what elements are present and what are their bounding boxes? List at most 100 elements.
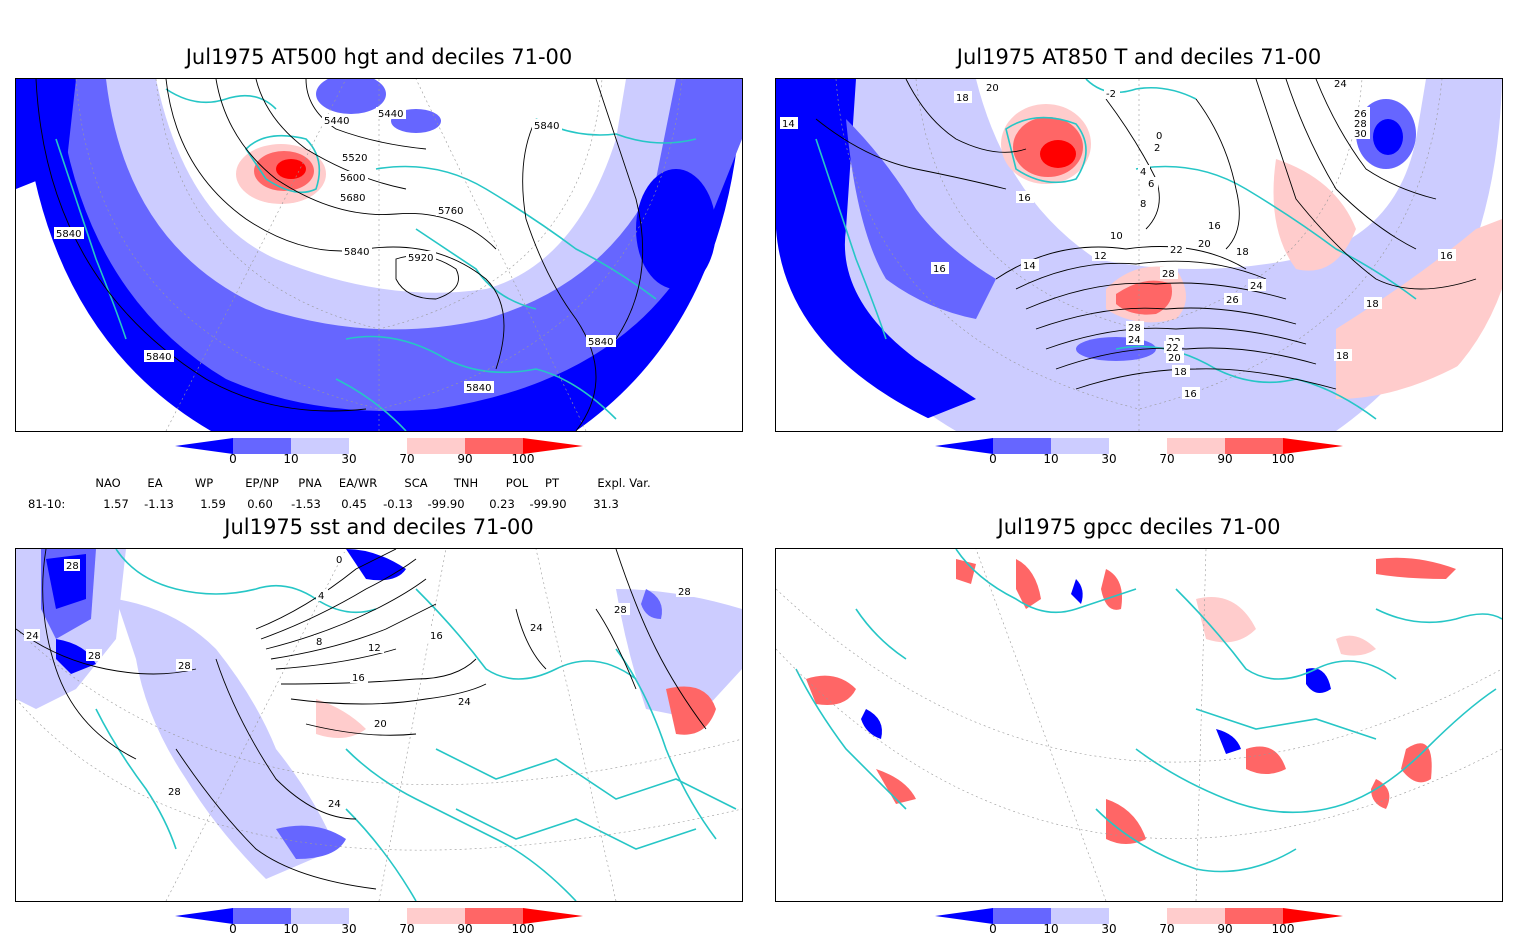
contour-label: 2 — [1154, 143, 1160, 154]
index-value: -1.13 — [144, 497, 174, 511]
contour-label: 5840 — [466, 383, 491, 394]
legend-tick: 70 — [1159, 452, 1175, 466]
index-value: 31.3 — [593, 497, 619, 511]
contour-label: 0 — [1156, 131, 1162, 142]
contours — [16, 549, 707, 890]
index-header: EA/WR — [338, 476, 378, 490]
legend-tick: 70 — [399, 922, 415, 936]
legend-swatch — [1051, 438, 1109, 454]
legend-tick: 30 — [1101, 452, 1117, 466]
legend-swatch — [1109, 908, 1167, 924]
legend-swatch — [407, 438, 465, 454]
contour-label: 8 — [316, 637, 322, 648]
legend-tick: 0 — [229, 452, 237, 466]
graticule — [16, 549, 742, 901]
legend-swatch — [935, 438, 993, 454]
map-panel-gpcc — [775, 548, 1503, 902]
contour-label: 18 — [1174, 367, 1187, 378]
index-header: NAO — [95, 476, 121, 490]
legend-swatch — [1283, 908, 1343, 924]
legend-swatch — [175, 908, 233, 924]
legend-swatch — [523, 438, 583, 454]
index-value: -1.53 — [291, 497, 321, 511]
contour-label: 26 — [1226, 295, 1239, 306]
contour-label: 20 — [1198, 239, 1211, 250]
map-panel-sst: 28 24 28 28 0 4 8 12 16 16 20 24 24 28 2… — [15, 548, 743, 902]
legend-swatch — [465, 908, 523, 924]
coastlines — [795, 549, 1502, 873]
contour-label: 22 — [1166, 343, 1179, 354]
legend-tick: 90 — [457, 922, 473, 936]
hemisphere-fill — [776, 549, 1502, 901]
contour-label: 5840 — [56, 229, 81, 240]
contour-label: 10 — [1110, 231, 1123, 242]
contour-label: 28 — [1354, 119, 1367, 130]
contour-label: 24 — [1128, 335, 1141, 346]
contour-label: 4 — [1140, 167, 1146, 178]
legend-swatch — [993, 908, 1051, 924]
contour-label: 5920 — [408, 253, 433, 264]
legend-swatch — [233, 908, 291, 924]
contour-label: 18 — [1366, 299, 1379, 310]
coastlines — [95, 549, 737, 901]
contours — [815, 79, 1477, 390]
index-value: 1.57 — [103, 497, 129, 511]
graticule — [776, 549, 1502, 901]
legend-swatch — [523, 908, 583, 924]
legend-tick: 30 — [1101, 922, 1117, 936]
legend-swatch — [349, 438, 407, 454]
contour-label: 0 — [336, 555, 342, 566]
contour-label: 20 — [1168, 353, 1181, 364]
legend-tick: 10 — [1043, 452, 1059, 466]
contour-label: 28 — [66, 561, 79, 572]
coastlines — [815, 79, 1417, 420]
contour-label: 5760 — [438, 206, 463, 217]
contour-label: 28 — [1128, 323, 1141, 334]
contour-label: 24 — [458, 697, 471, 708]
contour-label: 22 — [1170, 245, 1183, 256]
legend-tick: 30 — [341, 452, 357, 466]
legend-swatch — [291, 438, 349, 454]
contour-label: 5440 — [324, 116, 349, 127]
legend-tick: 90 — [1217, 452, 1233, 466]
contour-label: 18 — [956, 93, 969, 104]
contour-label: 28 — [178, 661, 191, 672]
legend-tick: 90 — [457, 452, 473, 466]
index-header: SCA — [404, 476, 428, 490]
legend-swatch — [1225, 438, 1283, 454]
index-header: EP/NP — [245, 476, 279, 490]
contour-label: 5840 — [344, 247, 369, 258]
index-header: POL — [505, 476, 529, 490]
contour-label: 16 — [1440, 251, 1453, 262]
index-value: -0.13 — [383, 497, 413, 511]
contour-label: 16 — [1018, 193, 1031, 204]
contour-label: 20 — [986, 83, 999, 94]
contour-label: 16 — [1184, 389, 1197, 400]
contour-label: 24 — [26, 631, 39, 642]
legend-tick: 0 — [229, 922, 237, 936]
legend-tick: 10 — [283, 922, 299, 936]
contour-label: 5840 — [588, 337, 613, 348]
contour-label: 5840 — [534, 121, 559, 132]
teleconnection-indices: NAO EA WP EP/NP PNA EA/WR SCA TNH POL PT… — [0, 476, 760, 516]
contour-label: 16 — [1208, 221, 1221, 232]
index-header: PNA — [298, 476, 322, 490]
index-value: 1.59 — [200, 497, 226, 511]
contour-label: 14 — [1023, 261, 1036, 272]
legend-swatch — [291, 908, 349, 924]
index-header: PT — [545, 476, 559, 490]
contour-label: 5680 — [340, 193, 365, 204]
map-panel-850t: 18 20 14 -2 0 2 4 6 8 10 12 14 16 16 18 … — [775, 78, 1503, 432]
index-value: 0.45 — [341, 497, 367, 511]
legend-swatch — [233, 438, 291, 454]
color-legend: 0 10 30 70 90 100 — [935, 438, 1345, 478]
contour-label: 8 — [1140, 199, 1146, 210]
contour-label: 12 — [1094, 251, 1107, 262]
contour-label: -2 — [1106, 89, 1116, 100]
legend-tick: 0 — [989, 922, 997, 936]
contour-label: 28 — [678, 587, 691, 598]
contour-label: 26 — [1354, 109, 1367, 120]
contour-label: 20 — [374, 719, 387, 730]
contour-label: 30 — [1354, 129, 1367, 140]
map-panel-500hgt: 5440 5440 5520 5600 5680 5760 5840 5840 … — [15, 78, 743, 432]
